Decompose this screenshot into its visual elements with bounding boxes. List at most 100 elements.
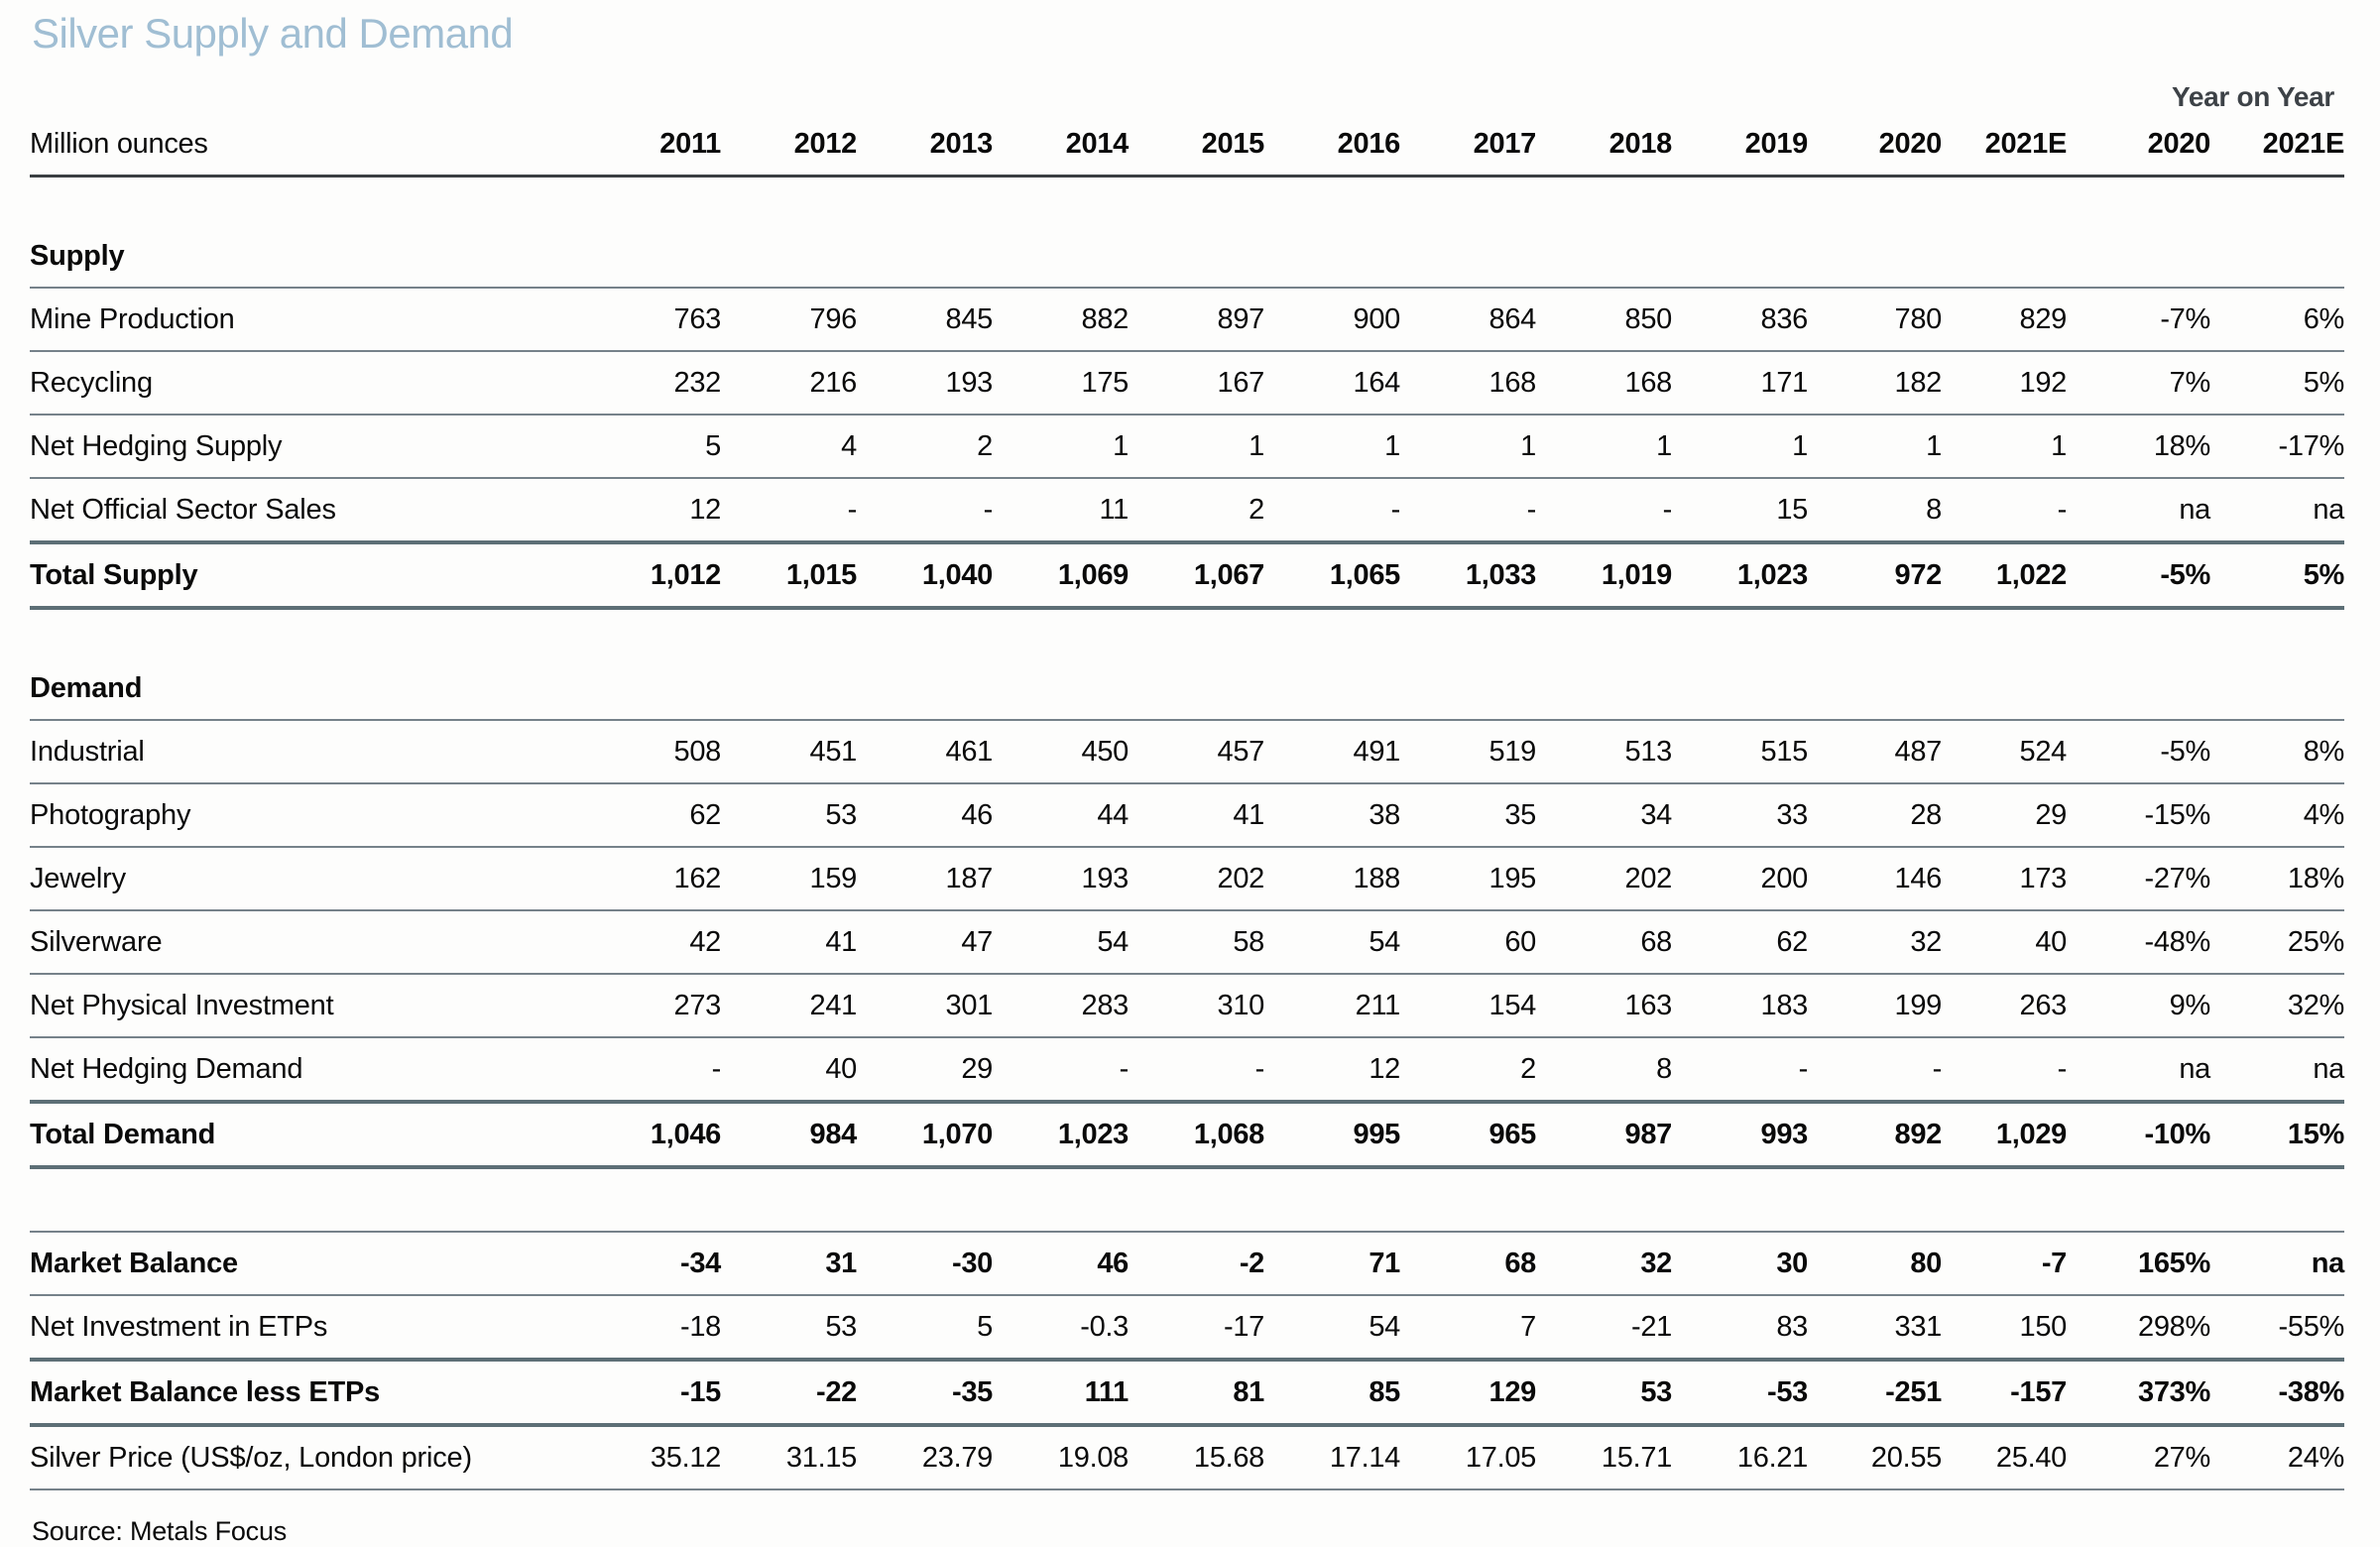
cell: 62 (1672, 910, 1808, 975)
section-title: Demand (30, 608, 2345, 721)
yoy-group-label: Year on Year (2172, 81, 2335, 112)
cell: 111 (993, 1360, 1129, 1427)
table-body: Supply Mine Production 763 796 845 882 897 900 8… (30, 176, 2345, 1490)
cell: 15.68 (1129, 1425, 1264, 1490)
cell: 450 (993, 720, 1129, 784)
cell: 12 (585, 478, 721, 544)
cell: -17% (2210, 415, 2344, 479)
cell: 38 (1264, 783, 1400, 848)
cell: -5% (2067, 542, 2210, 610)
cell: 850 (1536, 288, 1672, 352)
year-column-header: 2021E (1942, 113, 2067, 178)
cell: 1,029 (1942, 1102, 2067, 1169)
cell: - (1808, 1037, 1942, 1104)
cell: -157 (1942, 1360, 2067, 1427)
cell: 175 (993, 351, 1129, 416)
cell: 373% (2067, 1360, 2210, 1427)
row-label: Net Investment in ETPs (30, 1295, 585, 1362)
cell: 995 (1264, 1102, 1400, 1169)
cell: 1,019 (1536, 542, 1672, 610)
row-label: Photography (30, 783, 585, 848)
row-label: Industrial (30, 720, 585, 784)
cell: 8 (1808, 478, 1942, 544)
cell: 47 (857, 910, 993, 975)
year-column-header: 2012 (721, 113, 857, 178)
cell: 513 (1536, 720, 1672, 784)
cell: 29 (857, 1037, 993, 1104)
year-column-header: 2014 (993, 113, 1129, 178)
cell: 7% (2067, 351, 2210, 416)
cell: 35 (1400, 783, 1536, 848)
cell: na (2210, 478, 2344, 544)
cell: 1 (993, 415, 1129, 479)
cell: 1,015 (721, 542, 857, 610)
cell: 168 (1536, 351, 1672, 416)
cell: 796 (721, 288, 857, 352)
cell: 25.40 (1942, 1425, 2067, 1490)
cell: 53 (1536, 1360, 1672, 1427)
cell: 5% (2210, 351, 2344, 416)
cell: 32 (1808, 910, 1942, 975)
cell: 1,068 (1129, 1102, 1264, 1169)
cell: 193 (857, 351, 993, 416)
year-column-header: 2020 (1808, 113, 1942, 178)
cell: 1 (1672, 415, 1808, 479)
cell: 200 (1672, 847, 1808, 911)
row-label: Market Balance less ETPs (30, 1360, 585, 1427)
cell: -17 (1129, 1295, 1264, 1362)
supply-demand-table: Year on Year Million ounces 2011 2012 20… (30, 67, 2344, 1490)
year-column-header: 2011 (585, 113, 721, 178)
cell: 331 (1808, 1295, 1942, 1362)
cell: 5 (585, 415, 721, 479)
year-column-header: 2016 (1264, 113, 1400, 178)
cell: 71 (1264, 1232, 1400, 1296)
cell: 301 (857, 974, 993, 1038)
row-label: Net Official Sector Sales (30, 478, 585, 544)
cell: 85 (1264, 1360, 1400, 1427)
cell: 965 (1400, 1102, 1536, 1169)
cell: 18% (2210, 847, 2344, 911)
table-row: Net Official Sector Sales 12- -11 2- - -15 8- n… (30, 478, 2344, 544)
cell: 892 (1808, 1102, 1942, 1169)
cell: 42 (585, 910, 721, 975)
cell: 58 (1129, 910, 1264, 975)
table-row: Photography 62 53 46 44 41 38 35 34 33 28 29 -15% 4% (30, 783, 2344, 848)
cell: 173 (1942, 847, 2067, 911)
cell: -0.3 (993, 1295, 1129, 1362)
cell: 171 (1672, 351, 1808, 416)
cell: 4% (2210, 783, 2344, 848)
cell: 34 (1536, 783, 1672, 848)
cell: 6% (2210, 288, 2344, 352)
spacer-cell (30, 67, 2067, 113)
cell: 8 (1536, 1037, 1672, 1104)
table-row: Net Hedging Demand -40 29- -12 2 8- - - na na (30, 1037, 2344, 1104)
cell: 154 (1400, 974, 1536, 1038)
cell: 68 (1536, 910, 1672, 975)
cell: 763 (585, 288, 721, 352)
cell: 211 (1264, 974, 1400, 1038)
cell: 451 (721, 720, 857, 784)
cell: 28 (1808, 783, 1942, 848)
cell: 864 (1400, 288, 1536, 352)
cell: -34 (585, 1232, 721, 1296)
cell: na (2067, 1037, 2210, 1104)
cell: -2 (1129, 1232, 1264, 1296)
table-row: Industrial 508 451 461 450 457 491 519 513 515 487… (30, 720, 2344, 784)
cell: 4 (721, 415, 857, 479)
cell: 30 (1672, 1232, 1808, 1296)
row-label: Net Hedging Demand (30, 1037, 585, 1104)
cell: 53 (721, 783, 857, 848)
cell: -53 (1672, 1360, 1808, 1427)
cell: - (1400, 478, 1536, 544)
cell: 18% (2067, 415, 2210, 479)
cell: 20.55 (1808, 1425, 1942, 1490)
cell: 5 (857, 1295, 993, 1362)
source-note: Source: Metals Focus (32, 1516, 288, 1546)
cell: 1 (1400, 415, 1536, 479)
cell: 232 (585, 351, 721, 416)
cell: 182 (1808, 351, 1942, 416)
cell: 31.15 (721, 1425, 857, 1490)
cell: 32 (1536, 1232, 1672, 1296)
cell: - (857, 478, 993, 544)
cell: 2 (1400, 1037, 1536, 1104)
